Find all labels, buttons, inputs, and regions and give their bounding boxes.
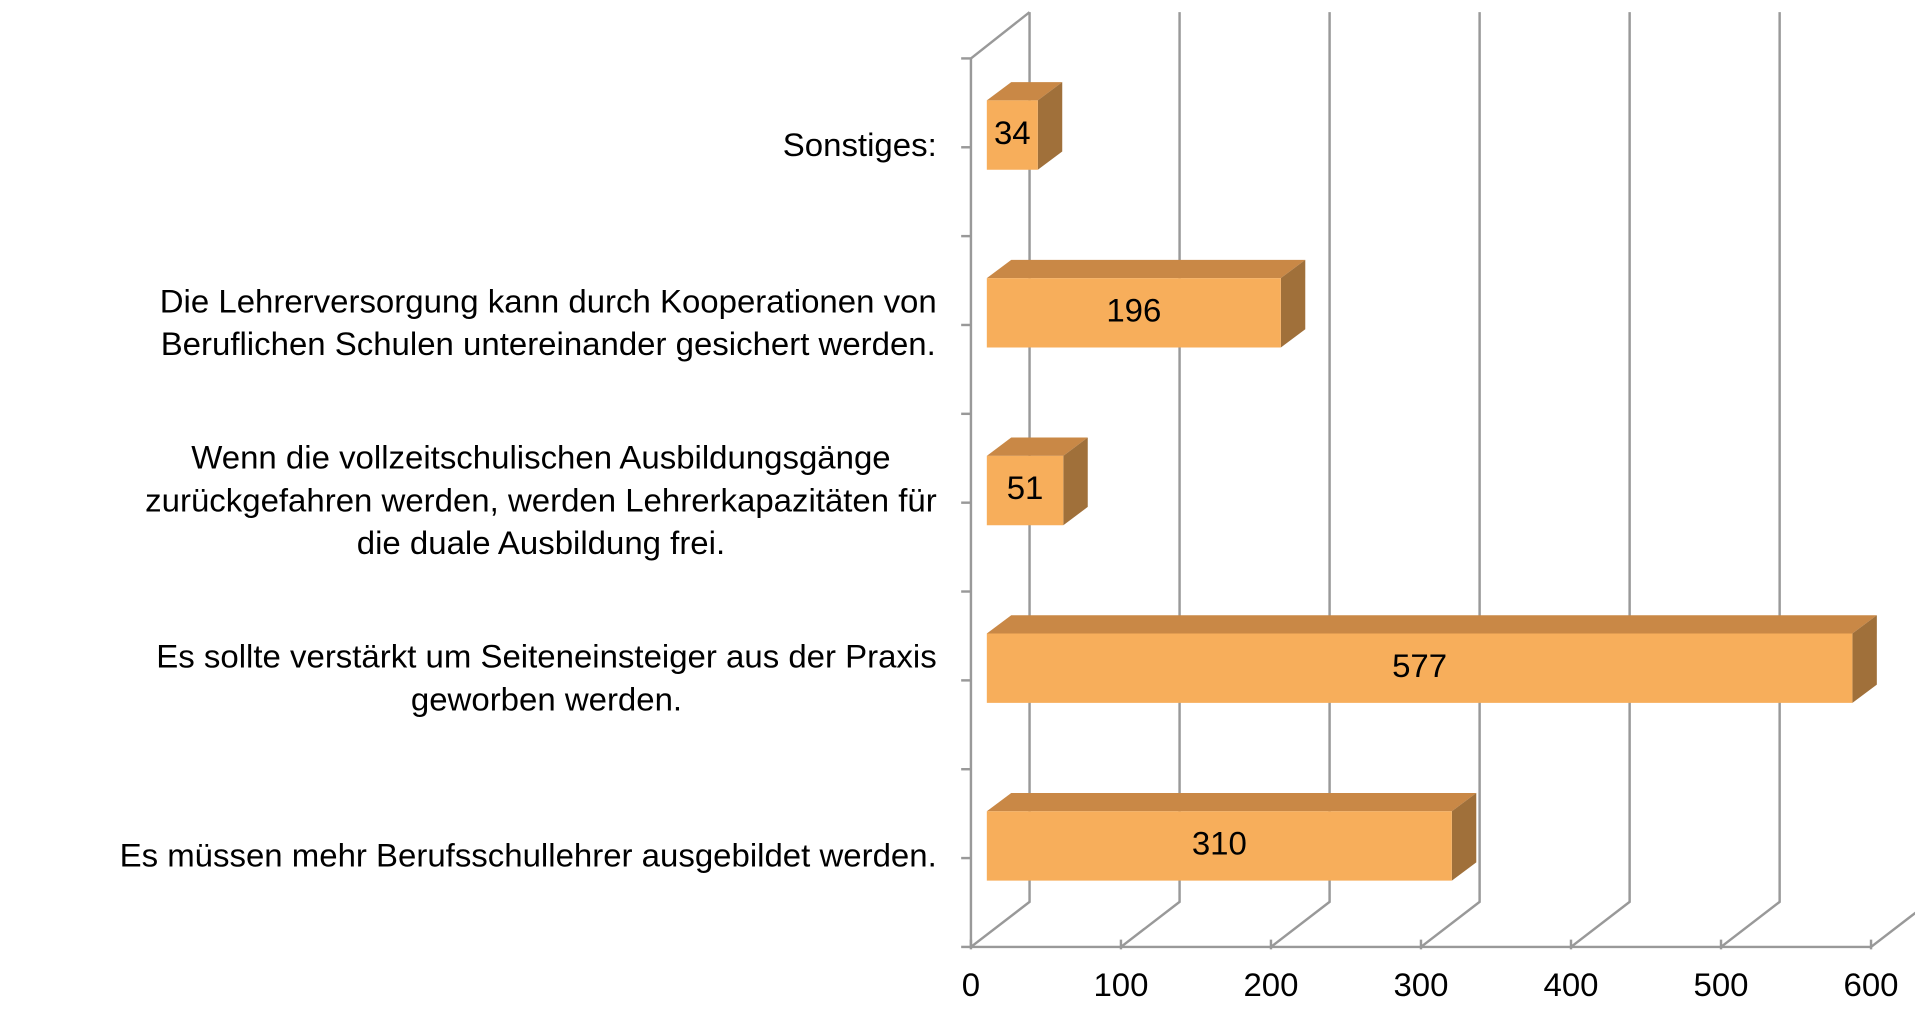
bar [986, 259, 1306, 348]
category-label: zurückgefahren werden, werden Lehrerkapa… [145, 481, 937, 518]
category-label: Beruflichen Schulen untereinander gesich… [161, 325, 936, 362]
bar [986, 82, 1063, 170]
bar-front [986, 100, 1038, 170]
grid-line [1420, 12, 1481, 948]
x-tick-label: 400 [1544, 966, 1599, 1003]
bar-front [986, 455, 1064, 526]
bar-top [986, 615, 1877, 634]
bar-front [986, 811, 1452, 881]
category-label: die duale Ausbildung frei. [357, 524, 725, 561]
bar-side [1852, 615, 1877, 703]
bar-front [986, 633, 1853, 703]
data-label: 196 [1106, 292, 1161, 329]
data-label: 310 [1192, 825, 1247, 862]
axis-depth [970, 11, 1031, 60]
grid-line [1870, 911, 1915, 948]
category-label: Die Lehrerversorgung kann durch Kooperat… [160, 282, 937, 319]
category-label: Sonstiges: [783, 126, 937, 163]
bar-top [986, 792, 1477, 812]
bar-side [1280, 259, 1306, 348]
bar-top [986, 82, 1063, 101]
bar-top [986, 259, 1306, 279]
bar-side [1037, 82, 1063, 170]
data-label: 577 [1392, 647, 1447, 684]
bar [986, 437, 1088, 526]
x-tick-label: 600 [1844, 966, 1899, 1003]
bar-front [986, 278, 1281, 348]
bar [986, 792, 1477, 881]
x-tick-label: 500 [1694, 966, 1749, 1003]
grid-line [1720, 12, 1781, 948]
grid-line [1270, 12, 1331, 948]
x-tick-label: 200 [1243, 966, 1298, 1003]
data-label: 51 [1007, 469, 1044, 506]
x-tick-label: 100 [1093, 966, 1148, 1003]
category-label: Es müssen mehr Berufsschullehrer ausgebi… [120, 837, 937, 874]
category-label: Wenn die vollzeitschulischen Ausbildungs… [191, 439, 890, 476]
bar-side [1451, 792, 1477, 881]
category-label: Es sollte verstärkt um Seiteneinsteiger … [156, 638, 936, 675]
data-label: 34 [994, 114, 1031, 151]
bar [986, 615, 1877, 703]
category-label: geworben werden. [411, 680, 682, 717]
bar-top [986, 437, 1088, 456]
bar-side [1063, 437, 1088, 526]
grid-line [1570, 12, 1631, 948]
x-tick-label: 300 [1393, 966, 1448, 1003]
x-tick-label: 0 [962, 966, 980, 1003]
